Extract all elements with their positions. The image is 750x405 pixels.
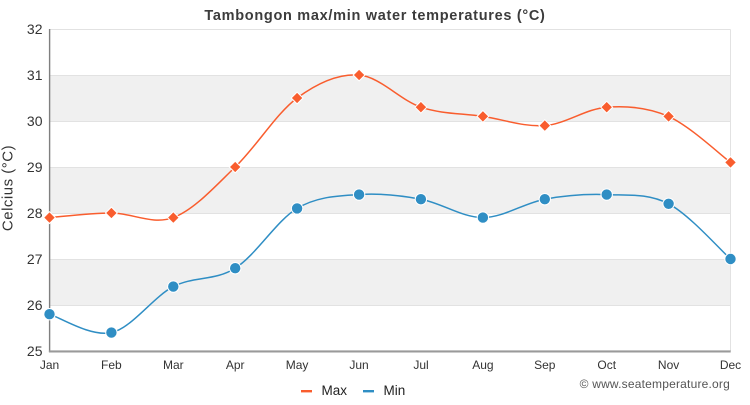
svg-text:26: 26 — [27, 297, 43, 313]
svg-text:27: 27 — [27, 251, 43, 267]
svg-text:May: May — [286, 358, 309, 372]
svg-text:Celcius (°C): Celcius (°C) — [0, 145, 17, 231]
svg-text:Apr: Apr — [226, 358, 245, 372]
svg-text:Dec: Dec — [720, 358, 741, 372]
svg-text:Max: Max — [322, 383, 348, 398]
svg-text:Jul: Jul — [413, 358, 428, 372]
svg-text:25: 25 — [27, 343, 43, 359]
svg-text:32: 32 — [27, 21, 43, 37]
svg-text:Aug: Aug — [472, 358, 493, 372]
svg-text:Jun: Jun — [349, 358, 368, 372]
svg-text:29: 29 — [27, 159, 43, 175]
svg-text:Jan: Jan — [40, 358, 59, 372]
svg-text:© www.seatemperature.org: © www.seatemperature.org — [580, 377, 730, 391]
svg-text:30: 30 — [27, 113, 43, 129]
svg-text:Nov: Nov — [658, 358, 679, 372]
svg-text:Tambongon max/min water temper: Tambongon max/min water temperatures (°C… — [204, 8, 545, 24]
svg-text:31: 31 — [27, 67, 43, 83]
svg-text:Oct: Oct — [597, 358, 616, 372]
svg-text:Sep: Sep — [534, 358, 556, 372]
svg-text:Feb: Feb — [101, 358, 122, 372]
svg-text:Min: Min — [384, 383, 406, 398]
svg-text:Mar: Mar — [163, 358, 184, 372]
svg-text:28: 28 — [27, 205, 43, 221]
